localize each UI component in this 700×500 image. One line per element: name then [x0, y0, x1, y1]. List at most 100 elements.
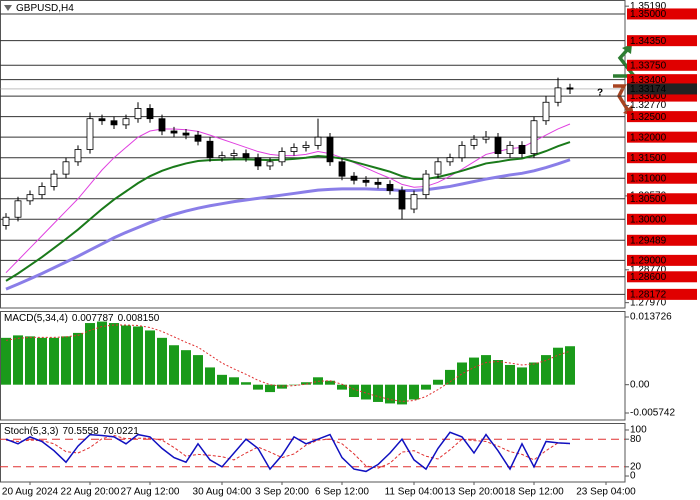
- panel-title: GBPUSD,H4: [16, 3, 74, 14]
- level-label: 1.30500: [630, 194, 667, 205]
- panel-title: MACD(5,34,4) 0.007787 0.008150: [4, 313, 160, 324]
- macd-bar: [277, 384, 287, 389]
- title-text: Stoch(5,3,3): [4, 426, 58, 437]
- candle-body: [374, 181, 382, 185]
- candle-body: [206, 140, 214, 159]
- macd-bar: [337, 384, 347, 390]
- level-label: 1.29489: [630, 235, 667, 246]
- level-box: [627, 213, 697, 225]
- y-tick-label: 1.32770: [630, 100, 667, 111]
- moving-average: [5, 123, 571, 274]
- candle-body: [314, 136, 322, 146]
- reading: 70.0221: [103, 426, 140, 437]
- macd-bar: [421, 384, 431, 390]
- level-box: [627, 193, 697, 205]
- macd-bar: [1, 337, 11, 385]
- candle-body: [542, 101, 550, 122]
- level-label: 1.33750: [630, 60, 667, 71]
- candle-body: [422, 173, 430, 196]
- level-label: 1.31000: [630, 173, 667, 184]
- macd-bar: [373, 384, 383, 402]
- candle-body: [26, 194, 34, 202]
- macd-bar: [553, 347, 563, 385]
- y-tick-label: 80: [630, 434, 642, 445]
- current-price-label: 1.33174: [630, 84, 667, 95]
- y-tick-label: 1.28770: [630, 264, 667, 275]
- x-tick-label: 27 Aug 12:00: [121, 487, 180, 498]
- macd-bar: [433, 379, 443, 385]
- macd-bar: [73, 332, 83, 385]
- level-box: [627, 172, 697, 184]
- macd-bar: [97, 321, 107, 385]
- candle-body: [518, 144, 526, 154]
- candle-body: [242, 153, 250, 159]
- macd-bar: [205, 367, 215, 385]
- candle-body: [458, 144, 466, 159]
- macd-bar: [25, 336, 35, 385]
- level-label: 1.28600: [630, 272, 667, 283]
- macd-bar: [37, 337, 47, 385]
- moving-average: [5, 158, 571, 291]
- panel-title: Stoch(5,3,3) 70.5558 70.0221: [4, 426, 139, 437]
- level-box: [627, 8, 697, 20]
- stoch-panel: [0, 423, 626, 483]
- level-box: [627, 152, 697, 164]
- macd-bar: [289, 384, 299, 386]
- reading: 0.007787: [72, 313, 114, 324]
- macd-bar: [61, 336, 71, 385]
- level-box: [627, 234, 697, 246]
- macd-bar: [109, 323, 119, 385]
- level-label: 1.31500: [630, 153, 667, 164]
- level-box: [627, 131, 697, 143]
- candle-body: [398, 190, 406, 210]
- candle-body: [290, 147, 298, 152]
- x-tick-label: 30 Aug 04:00: [193, 487, 252, 498]
- candle-body: [302, 144, 310, 148]
- price-panel: [0, 0, 626, 309]
- symbol-icon: [4, 5, 12, 11]
- candle-body: [194, 134, 202, 142]
- candle-body: [506, 144, 514, 154]
- level-label: 1.29000: [630, 256, 667, 267]
- macd-bar: [217, 374, 227, 385]
- macd-bar: [385, 384, 395, 404]
- annotation: ?: [597, 88, 603, 99]
- macd-bar: [145, 330, 155, 385]
- level-label: 1.32500: [630, 112, 667, 123]
- level-label: 1.35000: [630, 9, 667, 20]
- candle-body: [110, 120, 118, 126]
- candle-body: [326, 136, 334, 163]
- reading: 0.008150: [118, 313, 160, 324]
- macd-bar: [169, 345, 179, 385]
- macd-bar: [361, 384, 371, 400]
- candle-body: [566, 87, 574, 90]
- level-label: 1.34350: [630, 36, 667, 47]
- macd-bar: [481, 355, 491, 385]
- candle-body: [170, 130, 178, 134]
- macd-panel: [0, 311, 626, 421]
- candle-body: [2, 216, 10, 226]
- level-box: [627, 59, 697, 71]
- candle-body: [362, 179, 370, 183]
- x-tick-label: 23 Sep 04:00: [576, 487, 636, 498]
- stoch-signal: [5, 434, 571, 469]
- stoch-main: [5, 431, 571, 473]
- macd-bar: [85, 323, 95, 385]
- x-tick-label: 3 Sep 20:00: [255, 487, 309, 498]
- candle-body: [146, 108, 154, 120]
- reading: 70.5558: [62, 426, 99, 437]
- title-text: GBPUSD,H4: [16, 3, 74, 14]
- macd-bar: [457, 362, 467, 385]
- candle-body: [254, 157, 262, 167]
- level-box: [627, 35, 697, 47]
- macd-bar: [121, 325, 131, 385]
- x-tick-label: 11 Sep 04:00: [385, 487, 444, 498]
- macd-bar: [349, 384, 359, 398]
- macd-bar: [241, 382, 251, 385]
- candle-body: [338, 161, 346, 177]
- macd-bar: [517, 367, 527, 385]
- level-label: 1.32000: [630, 132, 667, 143]
